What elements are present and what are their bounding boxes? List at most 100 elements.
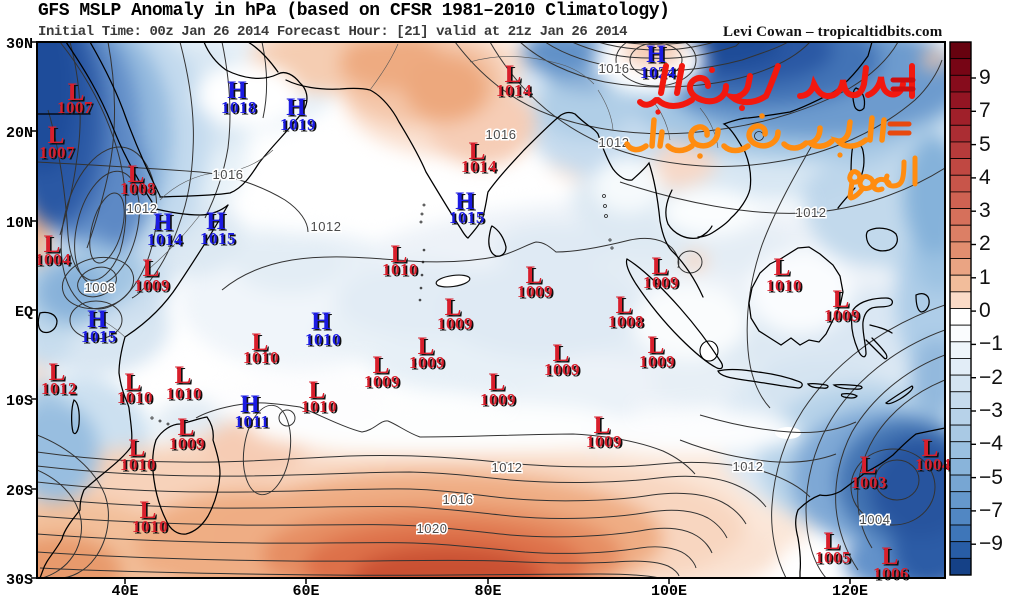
svg-text:L: L	[527, 264, 544, 291]
svg-text:1010: 1010	[382, 260, 418, 279]
svg-text:1010: 1010	[168, 386, 204, 405]
svg-text:L: L	[179, 416, 196, 443]
svg-text:1016: 1016	[599, 61, 630, 76]
svg-text:H: H	[455, 188, 475, 215]
svg-text:1015: 1015	[449, 208, 485, 227]
svg-text:H: H	[87, 306, 107, 333]
svg-text:L: L	[490, 371, 507, 398]
svg-text:1012: 1012	[127, 201, 158, 216]
svg-text:1008: 1008	[610, 314, 646, 333]
svg-text:L: L	[252, 329, 269, 356]
svg-text:H: H	[286, 94, 306, 121]
svg-text:L: L	[49, 359, 66, 386]
svg-text:1009: 1009	[169, 434, 205, 453]
svg-text:L: L	[126, 371, 143, 398]
svg-text:1004: 1004	[860, 512, 891, 527]
svg-text:H: H	[155, 211, 175, 238]
svg-text:L: L	[526, 262, 543, 289]
svg-text:1016: 1016	[486, 127, 517, 142]
svg-text:1009: 1009	[171, 436, 207, 455]
svg-text:1009: 1009	[639, 352, 675, 371]
svg-text:1016: 1016	[443, 492, 474, 507]
svg-text:1009: 1009	[824, 306, 860, 325]
svg-text:1014: 1014	[147, 230, 183, 249]
svg-text:1016: 1016	[213, 167, 244, 182]
svg-text:1019: 1019	[282, 117, 318, 136]
svg-text:1019: 1019	[280, 115, 316, 134]
svg-text:1008: 1008	[608, 312, 644, 331]
svg-text:L: L	[68, 79, 85, 106]
svg-text:H: H	[229, 79, 249, 106]
svg-text:L: L	[253, 331, 270, 358]
svg-text:H: H	[227, 77, 247, 104]
svg-text:L: L	[50, 361, 67, 388]
svg-text:L: L	[594, 412, 611, 439]
svg-text:L: L	[923, 437, 940, 464]
svg-text:1009: 1009	[588, 434, 624, 453]
svg-text:1009: 1009	[519, 284, 555, 303]
svg-text:1010: 1010	[166, 384, 202, 403]
svg-text:1010: 1010	[384, 262, 420, 281]
svg-text:1014: 1014	[461, 157, 497, 176]
svg-text:L: L	[554, 342, 571, 369]
svg-text:L: L	[833, 286, 850, 313]
svg-text:L: L	[176, 364, 193, 391]
svg-text:1009: 1009	[544, 360, 580, 379]
svg-text:H: H	[311, 308, 331, 335]
svg-text:L: L	[445, 294, 462, 321]
svg-text:1009: 1009	[480, 390, 516, 409]
svg-text:1012: 1012	[796, 205, 827, 220]
svg-text:L: L	[653, 255, 670, 282]
svg-text:1009: 1009	[136, 278, 172, 297]
svg-text:L: L	[143, 255, 160, 282]
svg-text:1015: 1015	[200, 229, 236, 248]
svg-text:1012: 1012	[492, 460, 523, 475]
svg-text:1010: 1010	[122, 457, 158, 476]
svg-text:1014: 1014	[149, 232, 185, 251]
svg-text:L: L	[506, 63, 523, 90]
svg-text:L: L	[649, 334, 666, 361]
svg-text:1006: 1006	[875, 566, 911, 585]
svg-text:1009: 1009	[517, 282, 553, 301]
svg-text:L: L	[652, 253, 669, 280]
svg-text:1004: 1004	[35, 250, 71, 269]
svg-text:L: L	[553, 340, 570, 367]
svg-text:1009: 1009	[439, 316, 475, 335]
svg-text:1003: 1003	[853, 475, 889, 494]
svg-text:L: L	[44, 231, 61, 258]
svg-text:L: L	[129, 435, 146, 462]
svg-text:L: L	[310, 379, 327, 406]
svg-text:L: L	[45, 233, 62, 260]
svg-text:1004: 1004	[37, 252, 73, 271]
svg-text:L: L	[69, 81, 86, 108]
svg-text:1008: 1008	[120, 179, 156, 198]
svg-text:1007: 1007	[39, 143, 75, 162]
svg-text:L: L	[617, 294, 634, 321]
svg-text:L: L	[391, 241, 408, 268]
svg-text:L: L	[648, 332, 665, 359]
svg-text:1010: 1010	[303, 399, 339, 418]
svg-text:1007: 1007	[59, 100, 95, 119]
svg-text:1009: 1009	[366, 374, 402, 393]
svg-text:1004: 1004	[915, 455, 951, 474]
svg-text:1015: 1015	[451, 210, 487, 229]
svg-text:L: L	[489, 369, 506, 396]
svg-text:1009: 1009	[409, 353, 445, 372]
svg-text:L: L	[824, 528, 841, 555]
svg-text:1008: 1008	[85, 280, 116, 295]
svg-text:1009: 1009	[645, 275, 681, 294]
svg-text:H: H	[242, 393, 262, 420]
svg-text:1014: 1014	[496, 81, 532, 100]
svg-text:L: L	[446, 296, 463, 323]
svg-text:1012: 1012	[599, 135, 630, 150]
svg-text:H: H	[240, 391, 260, 418]
svg-text:1018: 1018	[223, 100, 259, 119]
svg-text:H: H	[648, 43, 668, 70]
svg-text:L: L	[178, 414, 195, 441]
svg-text:1011: 1011	[236, 414, 271, 433]
svg-text:1014: 1014	[463, 159, 499, 178]
svg-text:1009: 1009	[364, 372, 400, 391]
svg-text:1010: 1010	[119, 390, 155, 409]
svg-text:1020: 1020	[417, 521, 448, 536]
svg-text:1009: 1009	[643, 273, 679, 292]
